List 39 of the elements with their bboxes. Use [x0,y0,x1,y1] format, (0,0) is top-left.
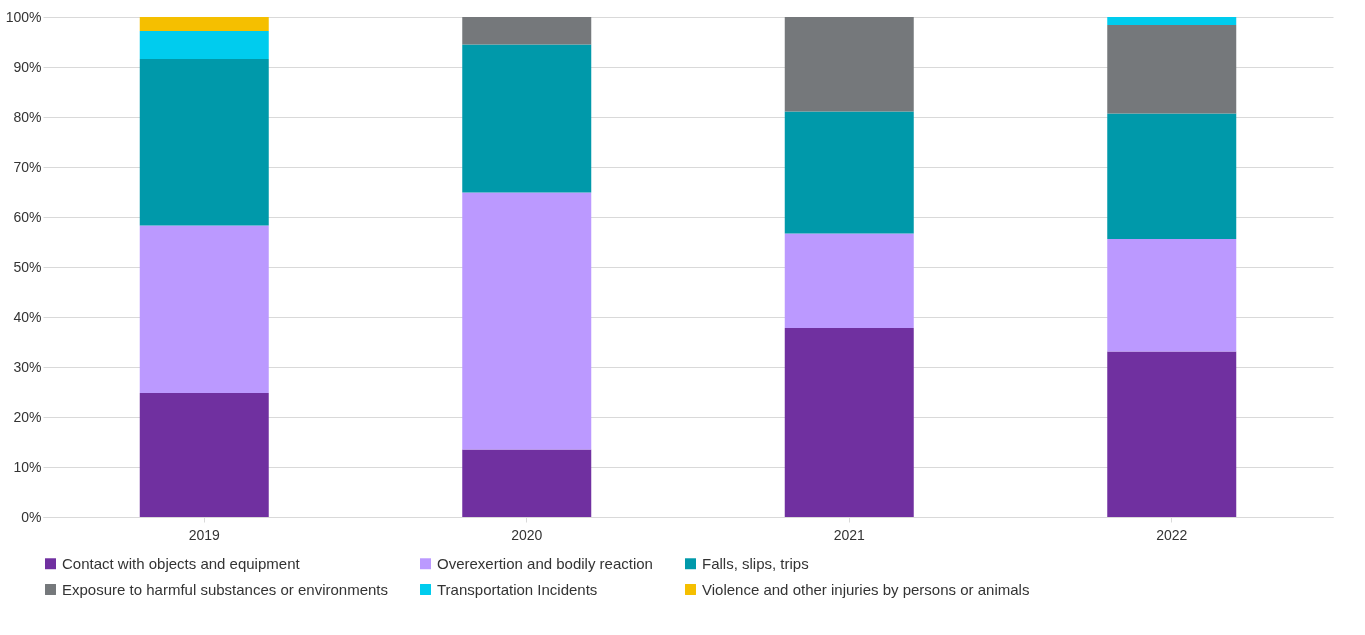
bar [139,17,269,31]
y-tick-label: 100% [5,8,42,25]
bar [462,44,592,193]
bar [784,233,914,328]
y-tick-label: 80% [13,108,42,125]
y-tick-label: 20% [13,408,42,425]
legend-label: Transportation Incidents [437,580,598,598]
bar [139,59,269,226]
bar [784,328,914,517]
y-tick-label: 90% [13,58,42,75]
x-tick-label: 2021 [833,526,866,543]
bar [462,449,592,517]
y-tick-label: 0% [21,508,42,525]
y-tick-label: 30% [13,358,42,375]
bar [139,31,269,59]
bar [1107,239,1237,352]
legend-label: Contact with objects and equipment [62,554,301,572]
x-tick-label: 2020 [511,526,543,543]
y-tick-label: 50% [13,258,42,275]
x-tick-label: 2022 [1156,526,1188,543]
bar [462,17,592,45]
bar [1107,25,1237,114]
legend-label: Violence and other injuries by persons or animals [702,580,1030,598]
bar [139,225,269,393]
x-tick-label: 2019 [188,526,221,543]
bar [784,111,914,234]
y-tick-label: 60% [13,208,42,225]
legend-label: Falls, slips, trips [702,554,809,572]
legend-label: Overexertion and bodily reaction [437,554,653,572]
y-tick-label: 10% [13,458,42,475]
bar [784,17,914,112]
legend-label: Exposure to harmful substances or environments [62,580,388,598]
y-tick-label: 40% [13,308,42,325]
bar [1107,351,1237,517]
bar [462,192,592,450]
bar [1107,113,1237,239]
bar [1107,17,1237,25]
y-tick-label: 70% [13,158,42,175]
bar [139,393,269,517]
